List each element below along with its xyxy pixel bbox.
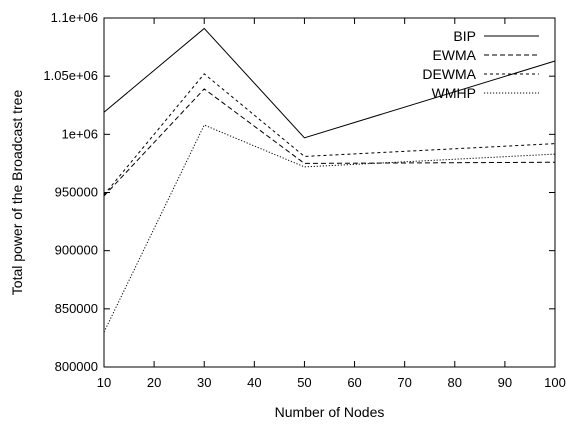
- y-tick-label: 800000: [55, 359, 98, 374]
- legend-label-ewma: EWMA: [432, 47, 476, 63]
- x-tick-label: 60: [347, 375, 361, 390]
- x-tick-label: 30: [197, 375, 211, 390]
- plot-frame: [103, 17, 556, 368]
- y-tick-label: 1.05e+06: [43, 68, 98, 83]
- y-tick-label: 1.1e+06: [51, 10, 98, 25]
- series-line-ewma: [103, 88, 556, 197]
- legend-label-wmhp: WMHP: [432, 85, 476, 101]
- series-line-dewma: [103, 73, 556, 196]
- x-tick-label: 90: [498, 375, 512, 390]
- y-tick-label: 950000: [55, 185, 98, 200]
- y-axis-label: Total power of the Broadcast tree: [9, 90, 25, 296]
- legend-label-dewma: DEWMA: [422, 66, 476, 82]
- series-line-wmhp: [103, 124, 556, 333]
- series-line-bip: [103, 27, 556, 139]
- x-tick-label: 10: [97, 375, 111, 390]
- x-tick-label: 40: [247, 375, 261, 390]
- y-tick-label: 900000: [55, 243, 98, 258]
- y-tick-label: 1e+06: [61, 126, 98, 141]
- x-tick-label: 80: [448, 375, 462, 390]
- y-tick-label: 850000: [55, 301, 98, 316]
- x-tick-label: 50: [297, 375, 311, 390]
- x-tick-label: 100: [544, 375, 566, 390]
- x-tick-label: 70: [397, 375, 411, 390]
- legend-label-bip: BIP: [453, 28, 476, 44]
- x-axis-label: Number of Nodes: [275, 404, 385, 420]
- x-tick-label: 20: [147, 375, 161, 390]
